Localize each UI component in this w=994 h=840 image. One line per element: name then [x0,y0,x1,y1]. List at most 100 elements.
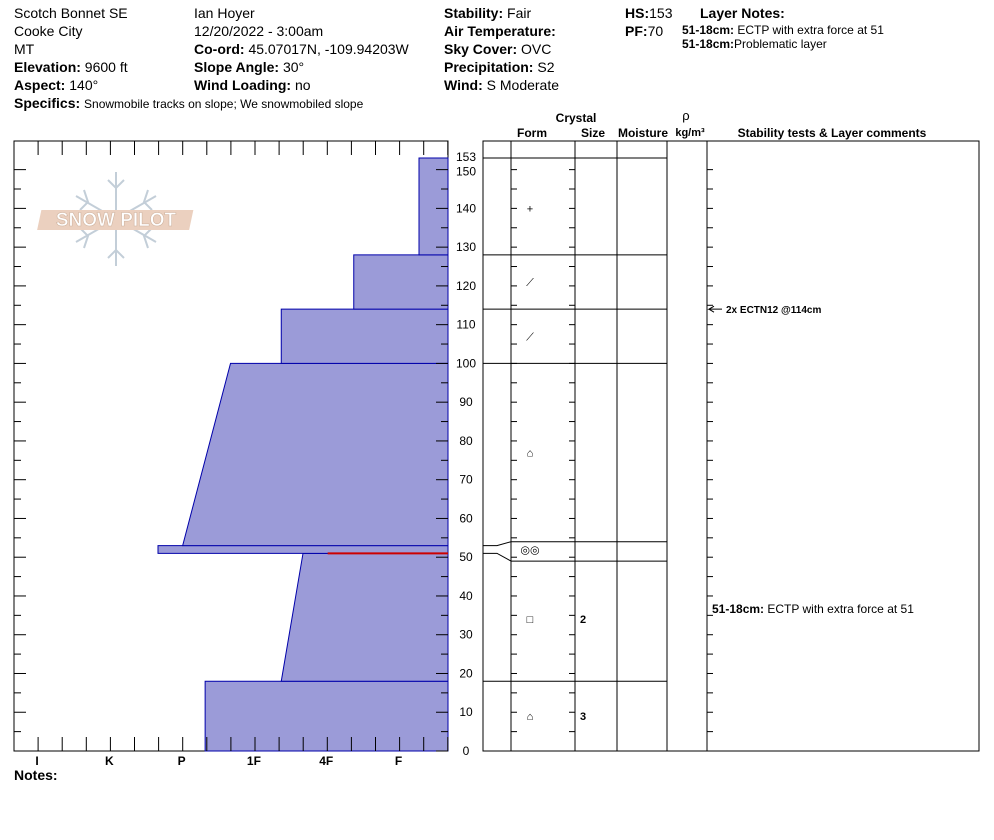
depth-tick-label: 50 [459,550,473,564]
observer-name: Ian Hoyer [194,5,255,21]
depth-tick-label: 70 [459,473,473,487]
layer-notes-label: Layer Notes: [700,5,785,21]
hardness-tick-label: P [178,754,186,768]
depth-tick-label: 153 [456,150,476,164]
air-temp-label: Air Temperature: [444,23,556,39]
coord-value: 45.07017N, -109.94203W [248,41,409,57]
wind-value: S Moderate [486,77,560,93]
precip-value: S2 [537,59,555,75]
elevation-label: Elevation: [14,59,81,75]
grain-symbol: ◎◎ [520,544,539,556]
specifics-row: Specifics: Snowmobile tracks on slope; W… [14,94,363,113]
pf-label: PF: [625,23,648,39]
test-arrow [707,305,722,310]
rho-header: ρ [682,108,689,123]
air-temp-row: Air Temperature: [444,22,556,40]
layer-note-2: 51-18cm:Problematic layer [682,37,827,51]
stability-label: Stability: [444,5,504,21]
depth-tick-label: 110 [456,318,475,332]
grain-size: 2 [580,614,586,626]
grain-symbol: ⟋ [526,277,534,289]
coord-label: Co-ord: [194,41,245,57]
table-tick-marks [511,169,713,752]
location-name: Scotch Bonnet SE [14,5,128,21]
moisture-header: Moisture [618,126,668,140]
depth-tick-label: 10 [459,705,473,719]
depth-connector [483,552,512,562]
elevation-row: Elevation: 9600 ft [14,58,128,76]
hs-label: HS: [625,5,650,21]
stability-value: Fair [507,5,532,21]
aspect-label: Aspect: [14,77,66,93]
coord-row: Co-ord: 45.07017N, -109.94203W [194,40,409,58]
depth-tick-label: 80 [459,434,473,448]
depth-tick-label: 0 [463,744,470,758]
hardness-layer-6 [418,157,449,256]
size-header: Size [581,126,605,140]
stability-header: Stability tests & Layer comments [738,126,927,140]
snowpilot-logo: SNOW PILOT [37,172,194,266]
wind-label: Wind: [444,77,483,93]
layer-comment: 51-18cm: ECTP with extra force at 51 [712,602,914,616]
depth-tick-label: 40 [459,589,473,603]
density-unit-header: kg/m³ [675,127,705,139]
logo-text: SNOW PILOT [56,210,177,231]
grain-size: 3 [580,711,586,723]
hardness-layer-2 [157,545,449,554]
hardness-layer-5 [353,254,449,310]
hardness-tick-label: F [395,754,402,768]
layer-table-frame [482,140,980,752]
aspect-row: Aspect: 140° [14,76,98,94]
depth-tick-label: 100 [456,356,476,370]
state-name: MT [14,41,35,57]
elevation-value: 9600 ft [84,59,128,75]
form-header: Form [517,126,547,140]
grain-symbol: ⌂ [527,448,534,460]
pf-value: 70 [647,23,664,39]
depth-tick-label: 20 [459,666,473,680]
wind-loading-label: Wind Loading: [194,77,292,93]
observation-datetime: 12/20/2022 - 3:00am [194,23,324,39]
test-arrow-head [708,308,715,313]
layer-table-content: + ⟋ ⟋ ⌂ ◎◎ □ 2 ⌂ 3 2x ECTN12 @114cm 51-18cm: ECTP … [520,203,914,723]
hardness-tick-label: K [105,754,114,768]
aspect-value: 140° [69,77,99,93]
logo-band [37,210,194,230]
sky-row: Sky Cover: OVC [444,40,551,58]
grain-symbol: □ [527,614,534,626]
stability-row: Stability: Fair [444,4,531,22]
wind-loading-value: no [294,77,311,93]
depth-connector [483,541,512,547]
hardness-layer-4 [280,308,449,364]
depth-tick-label: 90 [459,395,473,409]
hardness-layer-3 [182,362,449,547]
grain-symbol: ⟋ [526,331,534,343]
layer-note-1: 51-18cm: ECTP with extra force at 51 [682,23,884,37]
stability-test-label: 2x ECTN12 @114cm [726,305,821,316]
depth-tick-label: 60 [459,511,473,525]
slope-row: Slope Angle: 30° [194,58,304,76]
wind-row: Wind: S Moderate [444,76,559,94]
hardness-tick-label: 1F [247,754,261,768]
specifics-label: Specifics: [14,95,81,111]
notes-label: Notes: [14,767,58,783]
layer-boundary-lines [483,157,667,682]
depth-tick-label: 30 [459,628,473,642]
city-name: Cooke City [14,23,83,39]
precip-row: Precipitation: S2 [444,58,554,76]
pf-row: PF:70 [625,22,663,40]
specifics-value: Snowmobile tracks on slope; We snowmobil… [84,97,364,111]
slope-label: Slope Angle: [194,59,280,75]
slope-value: 30° [282,59,305,75]
hs-value: 153 [649,5,673,21]
crystal-header: Crystal [556,111,597,125]
hardness-layer-1 [280,552,449,682]
hardness-layers [157,157,449,752]
grain-symbol: ⌂ [527,711,534,723]
wind-loading-row: Wind Loading: no [194,76,311,94]
depth-tick-label: 120 [456,279,476,293]
sky-label: Sky Cover: [444,41,518,57]
grain-symbol: + [527,203,533,215]
